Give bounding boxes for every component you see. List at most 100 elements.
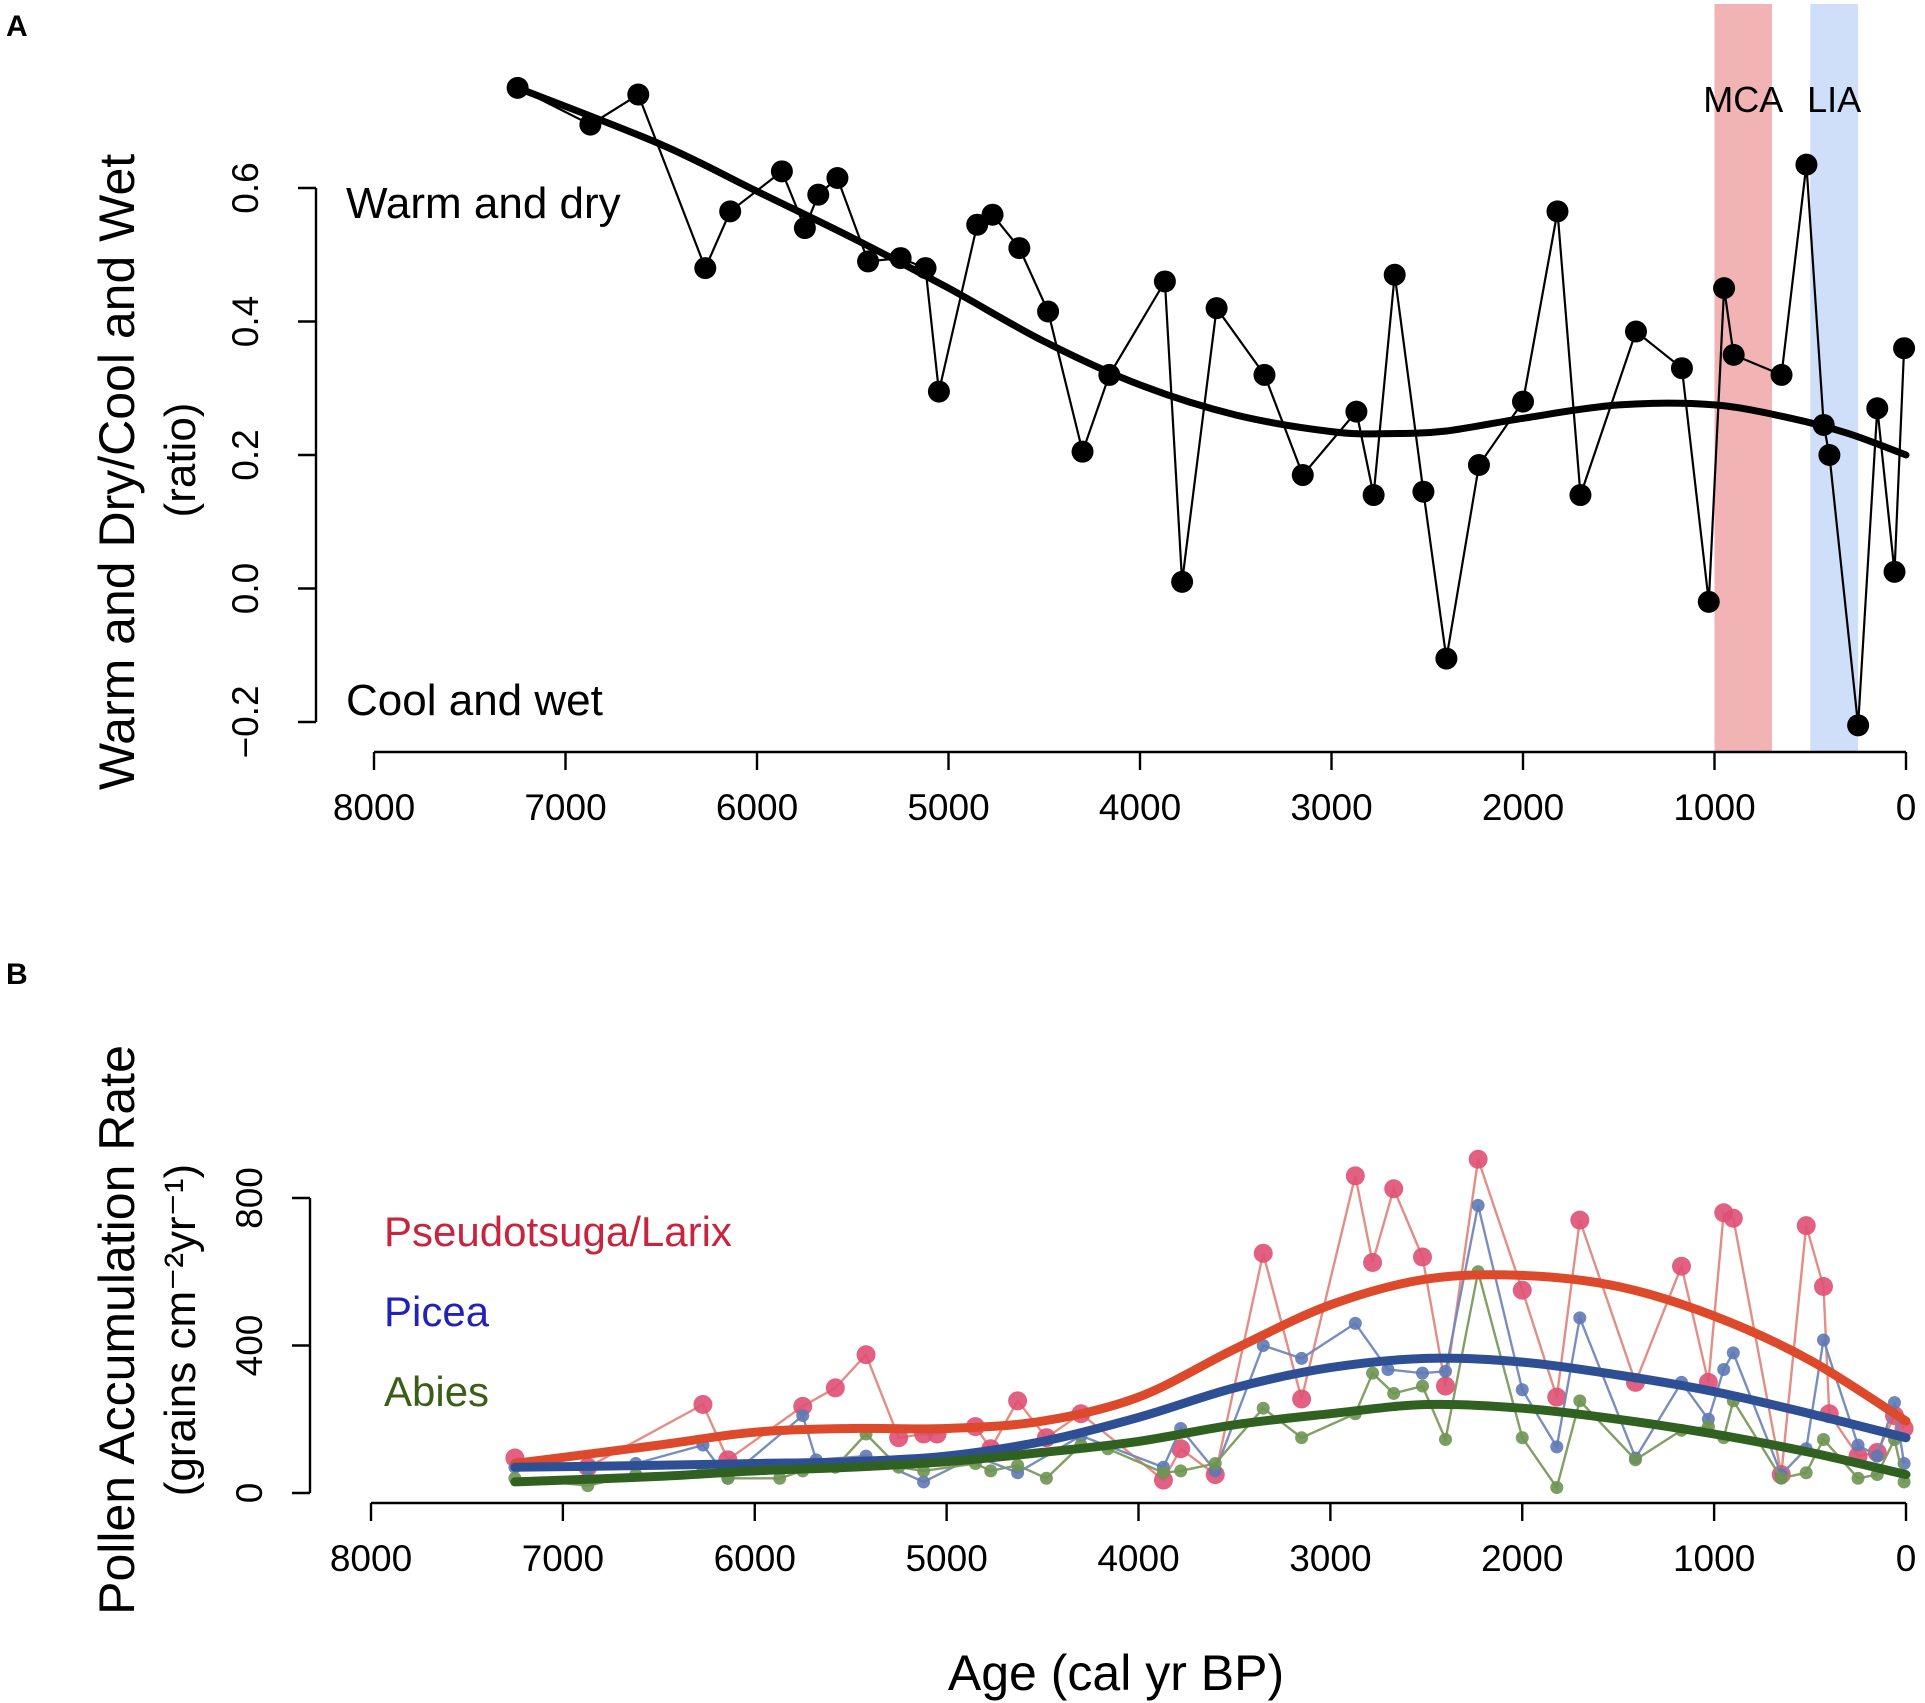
ratio-point (1795, 153, 1818, 176)
ratio-point (1153, 270, 1176, 293)
ratio-point (1847, 714, 1870, 737)
panel-a-bands (1714, 4, 1859, 752)
abies-point (1208, 1457, 1222, 1470)
picea-point (1415, 1366, 1429, 1380)
abies-point (1816, 1433, 1830, 1447)
abies-point (1799, 1466, 1813, 1480)
abies-point (1174, 1464, 1188, 1478)
pseudotsuga-larix-point (1345, 1166, 1365, 1186)
panel-a-axes: 8000 7000 6000 5000 4000 3000 2000 1000 0 −0.2 0.0… (225, 162, 1916, 828)
picea-point (1256, 1339, 1270, 1352)
legend-picea: Picea (384, 1288, 490, 1335)
ratio-point (694, 257, 717, 280)
panel-a-x-tick-label: 7000 (524, 787, 606, 828)
panel-a-y-tick-label: 0.4 (225, 296, 266, 347)
ratio-point (1205, 297, 1228, 320)
picea-point (1550, 1440, 1564, 1454)
panel-a-band-labels: MCA LIA (1703, 79, 1861, 120)
panel-b-ylabel: Pollen Accumulation Rate (89, 1045, 145, 1615)
panel-b-x-tick-label: 7000 (522, 1538, 604, 1579)
abies-point (1573, 1394, 1587, 1408)
picea-point (1816, 1333, 1830, 1347)
panel-a-ylabel: Warm and Dry/Cool and Wet (89, 154, 145, 790)
pseudotsuga-larix-point (1384, 1179, 1404, 1199)
picea-point (1381, 1362, 1395, 1376)
panel-b-x-tick-label: 1000 (1673, 1538, 1755, 1579)
ratio-point (719, 200, 742, 223)
abies-point (984, 1464, 998, 1478)
band-mca (1714, 4, 1772, 752)
panel-b-x-tick-label: 4000 (1097, 1538, 1179, 1579)
legend-abies: Abies (384, 1368, 489, 1415)
annotation-warm-dry: Warm and dry (346, 179, 621, 228)
picea-point (1726, 1346, 1740, 1360)
ratio-point (1171, 570, 1194, 593)
x-axis-title: Age (cal yr BP) (948, 1645, 1284, 1701)
pseudotsuga-larix-point (1008, 1391, 1028, 1411)
ratio-point (914, 257, 937, 280)
pseudotsuga-larix-point (1796, 1216, 1816, 1236)
panel-b: B Pollen Accumulation Rate (grains cm⁻²y… (6, 958, 1916, 1701)
picea-point (1515, 1383, 1529, 1397)
picea-point (1870, 1449, 1884, 1463)
annotation-cool-wet: Cool and wet (346, 676, 603, 725)
picea-point (796, 1409, 810, 1423)
ratio-point (1818, 444, 1841, 466)
ratio-point (627, 83, 650, 106)
pseudotsuga-larix-point (1813, 1277, 1833, 1296)
pseudotsuga-larix-point (1412, 1247, 1432, 1267)
ratio-point (889, 247, 912, 270)
ratio-point (1071, 440, 1094, 463)
abies-point (1550, 1480, 1564, 1494)
panel-a-y-tick-label: 0.6 (225, 162, 266, 213)
abies-point (1011, 1458, 1025, 1472)
pseudotsuga-larix-point (1672, 1256, 1692, 1276)
ratio-point (1722, 343, 1745, 366)
abies-point (1774, 1471, 1788, 1485)
panel-a-x-tick-label: 5000 (907, 787, 989, 828)
pseudotsuga-larix-point (1363, 1253, 1383, 1273)
panel-a-ylabel-sub: (ratio) (156, 403, 205, 518)
picea-point (917, 1475, 931, 1489)
abies-point (1156, 1466, 1170, 1480)
ratio-point (1670, 357, 1693, 380)
panel-b-x-tick-label: 5000 (905, 1538, 987, 1579)
pseudotsuga-larix-point (1292, 1389, 1312, 1409)
abies-point (1387, 1386, 1401, 1400)
picea-point (1471, 1198, 1485, 1212)
panel-b-y-tick-label: 0 (229, 1483, 270, 1504)
ratio-point (1412, 480, 1435, 503)
ratio-point (807, 183, 830, 206)
panel-a-y-tick-label: −0.2 (225, 685, 266, 758)
ratio-point (1345, 400, 1368, 423)
ratio-point (579, 113, 602, 136)
panel-b-letter: B (6, 958, 28, 991)
ratio-point (1546, 200, 1569, 223)
band-label-lia: LIA (1807, 79, 1861, 120)
pseudotsuga-larix-point (793, 1396, 813, 1416)
abies-point (1851, 1471, 1865, 1485)
panel-a-x-tick-label: 1000 (1673, 787, 1755, 828)
abies-point (1415, 1379, 1429, 1393)
ratio-point (506, 76, 529, 99)
pseudotsuga-larix-point (856, 1345, 876, 1365)
pseudotsuga-larix-point (825, 1378, 845, 1398)
abies-point (1515, 1431, 1529, 1445)
pseudotsuga-larix-smooth-line (510, 1270, 1911, 1468)
panel-a-y-tick-label: 0.2 (225, 429, 266, 480)
ratio-point (1008, 237, 1031, 260)
ratio-point (1435, 647, 1458, 670)
abies-smooth-line (510, 1399, 1911, 1487)
abies-point (1295, 1431, 1309, 1445)
picea-point (1295, 1351, 1309, 1365)
panel-a-x-tick-label: 8000 (333, 787, 415, 828)
pseudotsuga-larix-point (1512, 1280, 1532, 1300)
legend-pseudotsuga-larix: Pseudotsuga/Larix (384, 1208, 732, 1255)
pseudotsuga-larix-point (1171, 1439, 1191, 1459)
ratio-point (1866, 397, 1889, 420)
panel-b-x-tick-label: 0 (1896, 1538, 1917, 1579)
abies-point (1439, 1433, 1452, 1447)
pseudotsuga-larix-point (1723, 1208, 1743, 1228)
pseudotsuga-larix-point (693, 1395, 713, 1414)
pseudotsuga-larix-point (1547, 1387, 1567, 1407)
